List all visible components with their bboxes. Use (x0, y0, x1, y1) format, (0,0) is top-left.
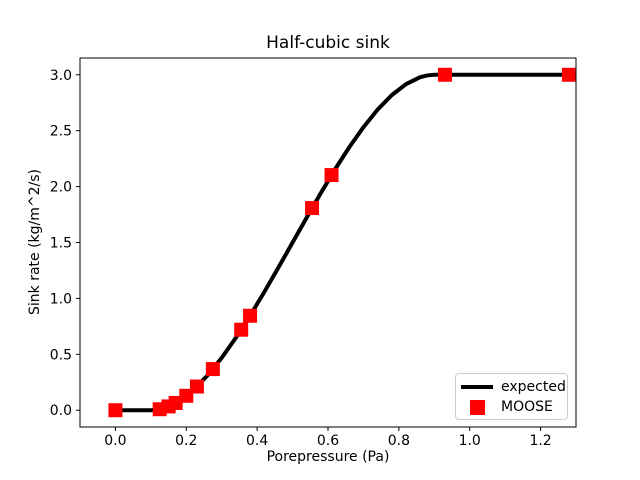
x-tick-label: 1.0 (459, 433, 481, 449)
legend-label-expected: expected (501, 379, 566, 395)
moose-data-marker (437, 67, 452, 82)
y-tick-label: 2.0 (50, 180, 72, 196)
legend-item-expected: expected (460, 377, 567, 397)
moose-data-marker (324, 168, 339, 183)
moose-square-icon (469, 399, 485, 415)
y-tick-label: 1.0 (50, 291, 72, 307)
x-tick-label: 1.2 (529, 433, 551, 449)
moose-data-marker (179, 388, 194, 403)
x-tick-label: 0.8 (388, 433, 410, 449)
y-axis-label: Sink rate (kg/m^2/s) (27, 168, 43, 316)
moose-data-marker (205, 362, 220, 377)
moose-data-marker (234, 322, 249, 337)
y-tick-label: 0.5 (50, 347, 72, 363)
axes-spines (79, 57, 577, 428)
moose-data-marker (168, 395, 183, 410)
y-tick-label: 1.5 (50, 236, 72, 252)
chart-title: Half-cubic sink (266, 33, 390, 53)
moose-data-marker (305, 201, 320, 216)
x-tick-label: 0.6 (317, 433, 339, 449)
expected-line-swatch (460, 385, 494, 389)
moose-data-marker (243, 308, 258, 323)
expected-curve (115, 72, 576, 413)
moose-data-marker (189, 379, 204, 394)
x-tick-label: 0.2 (175, 433, 197, 449)
expected-line-icon (461, 385, 493, 389)
moose-data-marker (561, 67, 576, 82)
y-tick-label: 0.0 (50, 403, 72, 419)
y-tick-label: 3.0 (50, 68, 72, 84)
legend-label-moose: MOOSE (501, 399, 553, 415)
moose-data-marker (108, 403, 123, 418)
x-tick-label: 0.0 (104, 433, 126, 449)
legend-item-moose: MOOSE (460, 397, 567, 417)
x-tick-label: 0.4 (246, 433, 268, 449)
x-axis-label: Porepressure (Pa) (266, 449, 390, 465)
legend: expected MOOSE (455, 373, 568, 420)
moose-marker-swatch (460, 399, 494, 415)
y-tick-label: 2.5 (50, 124, 72, 140)
